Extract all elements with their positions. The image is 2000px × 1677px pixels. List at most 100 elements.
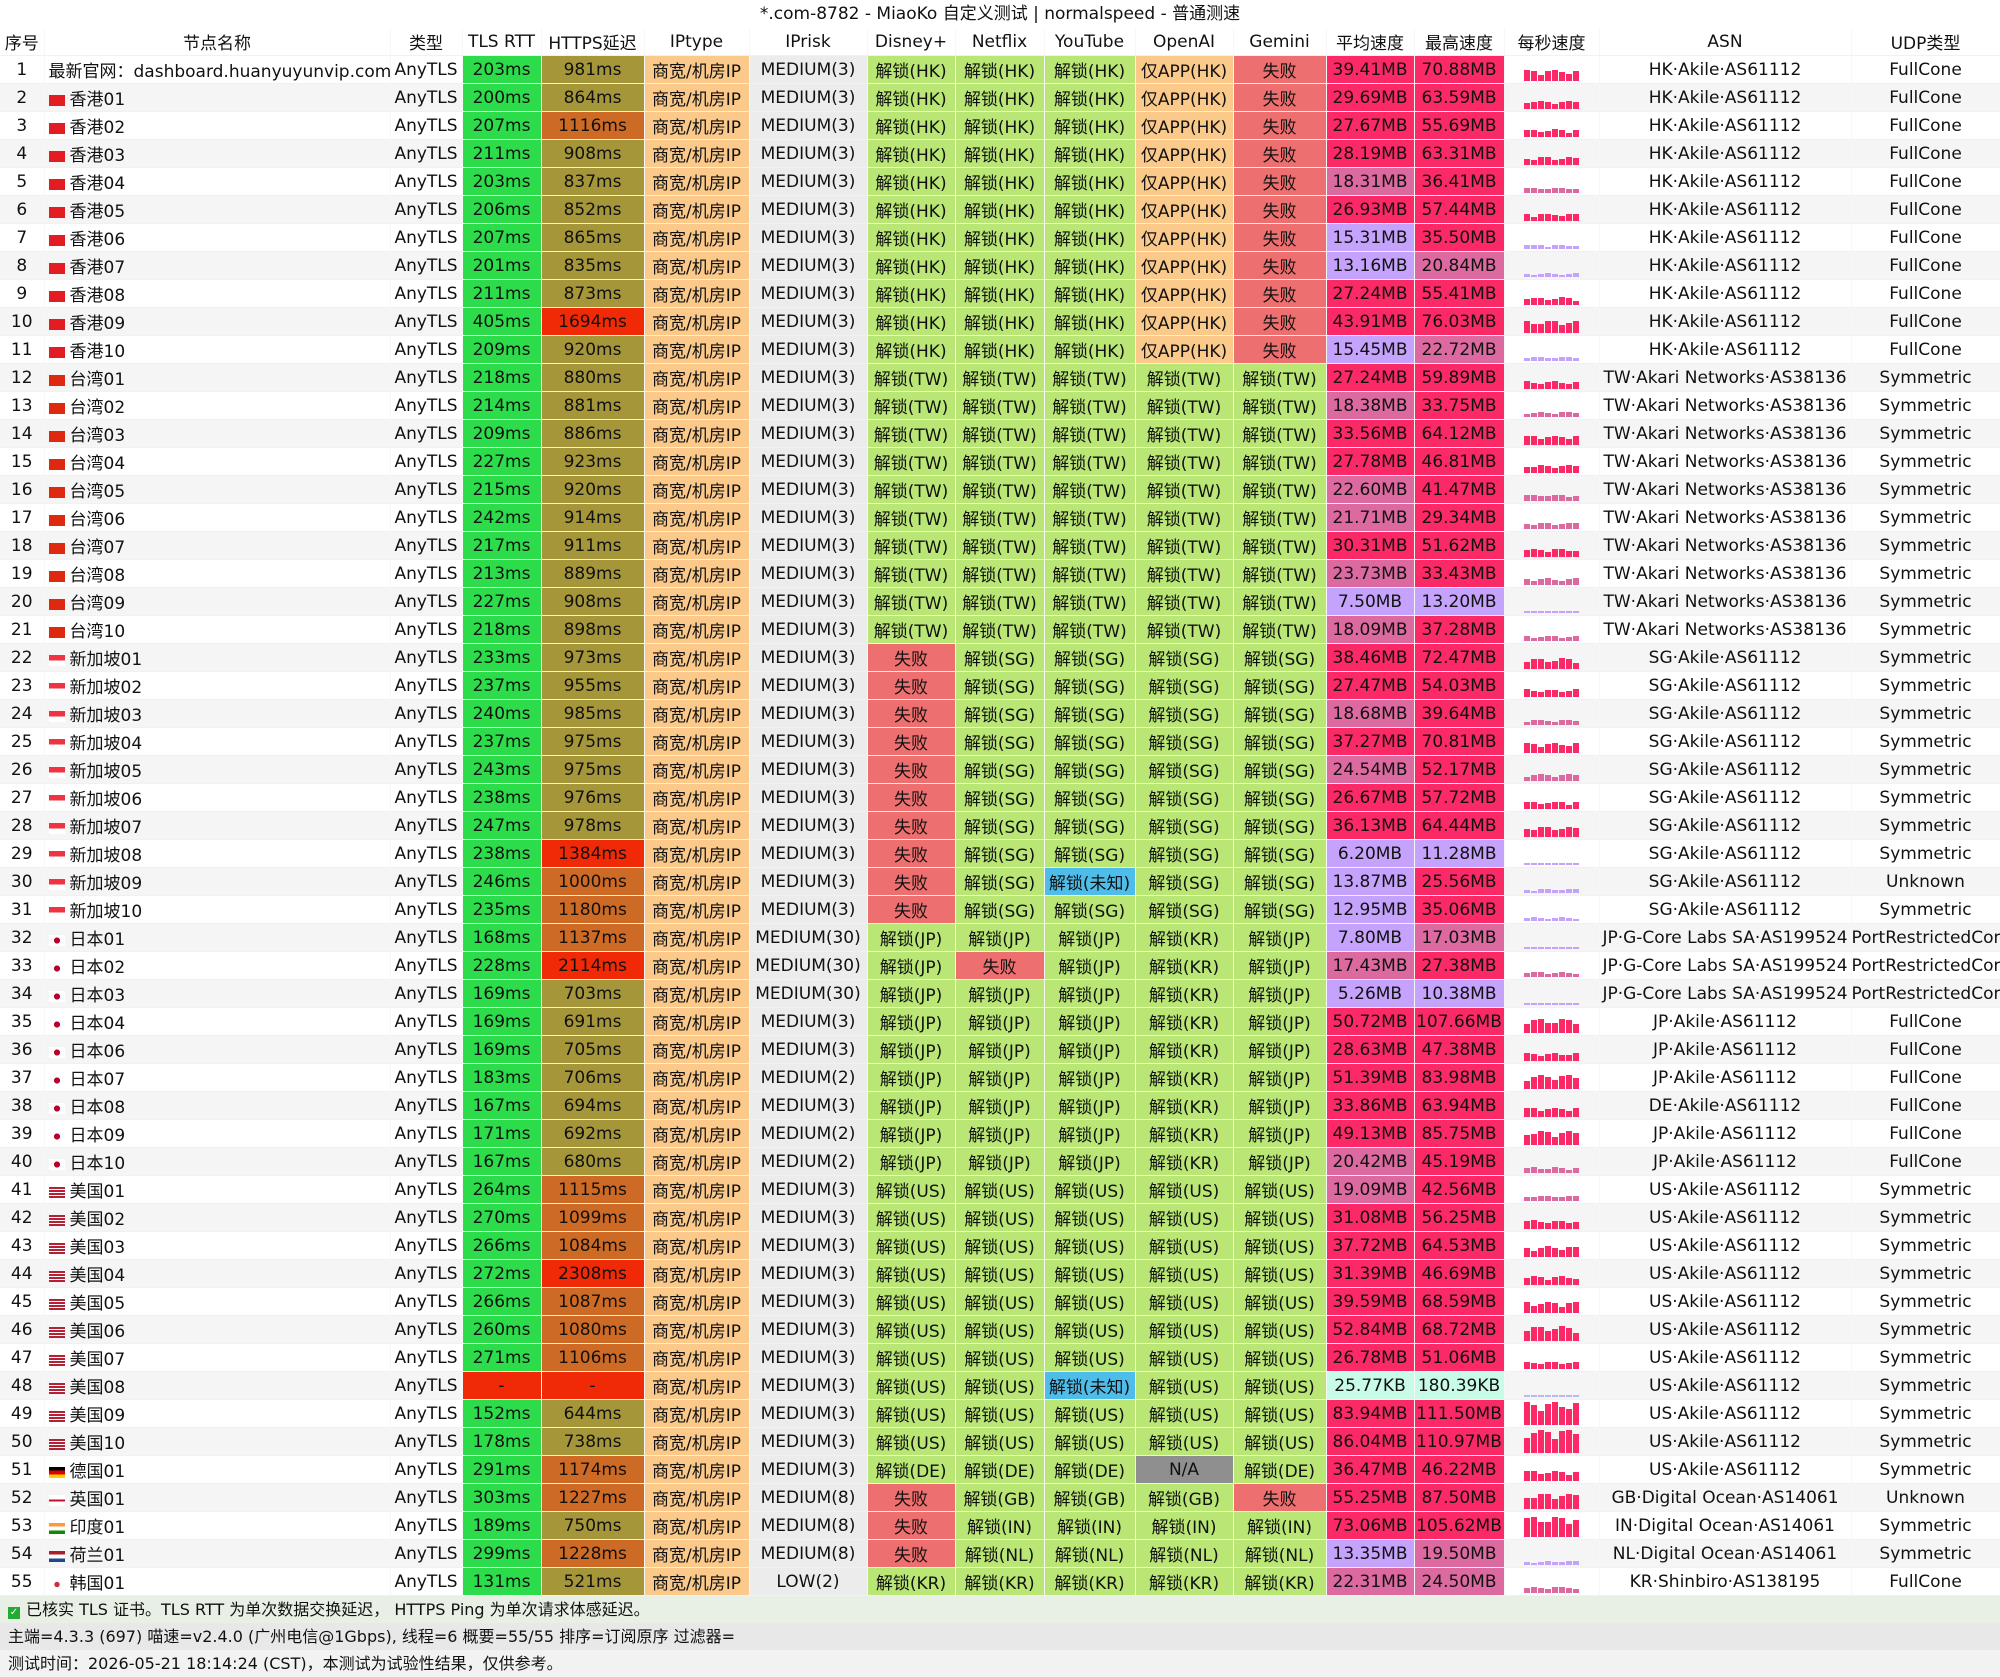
column-header[interactable]: UDP类型 <box>1851 28 2000 56</box>
speed-bar <box>1559 72 1565 81</box>
table-row[interactable]: 36 日本06 AnyTLS 169ms 705ms 商宽/机房IP MEDIUM(3) 解锁… <box>0 1035 2000 1064</box>
table-row[interactable]: 29 新加坡08 AnyTLS 238ms 1384ms 商宽/机房IP MEDIUM(3)… <box>0 839 2000 868</box>
column-header[interactable]: YouTube <box>1044 28 1136 56</box>
cell-netflix: 解锁(SG) <box>955 895 1045 924</box>
table-row[interactable]: 28 新加坡07 AnyTLS 247ms 978ms 商宽/机房IP MEDIUM(3) 失… <box>0 811 2000 840</box>
table-row[interactable]: 51 德国01 AnyTLS 291ms 1174ms 商宽/机房IP MEDIUM(3) 解… <box>0 1455 2000 1484</box>
table-row[interactable]: 44 美国04 AnyTLS 272ms 2308ms 商宽/机房IP MEDIUM(3) 解… <box>0 1259 2000 1288</box>
cell-netflix: 解锁(JP) <box>955 1007 1045 1036</box>
table-row[interactable]: 5 香港04 AnyTLS 203ms 837ms 商宽/机房IP MEDIUM(3) 解锁(… <box>0 167 2000 196</box>
table-row[interactable]: 39 日本09 AnyTLS 171ms 692ms 商宽/机房IP MEDIUM(2) 解锁… <box>0 1119 2000 1148</box>
speed-bar <box>1545 71 1551 81</box>
table-row[interactable]: 41 美国01 AnyTLS 264ms 1115ms 商宽/机房IP MEDIUM(3) 解… <box>0 1175 2000 1204</box>
table-row[interactable]: 32 日本01 AnyTLS 168ms 1137ms 商宽/机房IP MEDIUM(30)… <box>0 923 2000 952</box>
table-row[interactable]: 15 台湾04 AnyTLS 227ms 923ms 商宽/机房IP MEDIUM(3) 解锁… <box>0 447 2000 476</box>
cell-speed-sparkline <box>1504 419 1600 448</box>
speed-bar <box>1552 1137 1558 1145</box>
table-row[interactable]: 50 美国10 AnyTLS 178ms 738ms 商宽/机房IP MEDIUM(3) 解锁… <box>0 1427 2000 1456</box>
table-row[interactable]: 3 香港02 AnyTLS 207ms 1116ms 商宽/机房IP MEDIUM(3) 解锁… <box>0 111 2000 140</box>
table-row[interactable]: 20 台湾09 AnyTLS 227ms 908ms 商宽/机房IP MEDIUM(3) 解锁… <box>0 587 2000 616</box>
table-row[interactable]: 49 美国09 AnyTLS 152ms 644ms 商宽/机房IP MEDIUM(3) 解锁… <box>0 1399 2000 1428</box>
table-row[interactable]: 22 新加坡01 AnyTLS 233ms 973ms 商宽/机房IP MEDIUM(3) 失… <box>0 643 2000 672</box>
table-row[interactable]: 6 香港05 AnyTLS 206ms 852ms 商宽/机房IP MEDIUM(3) 解锁(… <box>0 195 2000 224</box>
column-header[interactable]: TLS RTT <box>462 28 542 56</box>
table-row[interactable]: 17 台湾06 AnyTLS 242ms 914ms 商宽/机房IP MEDIUM(3) 解锁… <box>0 503 2000 532</box>
table-row[interactable]: 34 日本03 AnyTLS 169ms 703ms 商宽/机房IP MEDIUM(30) 解… <box>0 979 2000 1008</box>
table-row[interactable]: 12 台湾01 AnyTLS 218ms 880ms 商宽/机房IP MEDIUM(3) 解锁… <box>0 363 2000 392</box>
check-icon: ✓ <box>8 1607 20 1619</box>
table-row[interactable]: 11 香港10 AnyTLS 209ms 920ms 商宽/机房IP MEDIUM(3) 解锁… <box>0 335 2000 364</box>
column-header[interactable]: HTTPS延迟 <box>541 28 645 56</box>
table-row[interactable]: 46 美国06 AnyTLS 260ms 1080ms 商宽/机房IP MEDIUM(3) 解… <box>0 1315 2000 1344</box>
table-row[interactable]: 19 台湾08 AnyTLS 213ms 889ms 商宽/机房IP MEDIUM(3) 解锁… <box>0 559 2000 588</box>
table-row[interactable]: 48 美国08 AnyTLS - - 商宽/机房IP MEDIUM(3) 解锁(US) 解锁(U… <box>0 1371 2000 1400</box>
cell-tls-rtt: 211ms <box>462 139 542 168</box>
column-header[interactable]: 每秒速度 <box>1504 28 1600 56</box>
cell-speed-sparkline <box>1504 1567 1600 1596</box>
node-name-text: 台湾02 <box>69 398 126 418</box>
table-row[interactable]: 23 新加坡02 AnyTLS 237ms 955ms 商宽/机房IP MEDIUM(3) 失… <box>0 671 2000 700</box>
table-row[interactable]: 35 日本04 AnyTLS 169ms 691ms 商宽/机房IP MEDIUM(3) 解锁… <box>0 1007 2000 1036</box>
speed-bar <box>1545 1589 1551 1593</box>
speed-bar <box>1552 802 1558 809</box>
speed-bar <box>1559 611 1565 613</box>
cell-tls-rtt: 218ms <box>462 615 542 644</box>
table-row[interactable]: 55 韩国01 AnyTLS 131ms 521ms 商宽/机房IP LOW(2) 解锁(KR… <box>0 1567 2000 1596</box>
table-row[interactable]: 43 美国03 AnyTLS 266ms 1084ms 商宽/机房IP MEDIUM(3) 解… <box>0 1231 2000 1260</box>
column-header[interactable]: Netflix <box>955 28 1045 56</box>
table-row[interactable]: 53 印度01 AnyTLS 189ms 750ms 商宽/机房IP MEDIUM(8) 失败… <box>0 1511 2000 1540</box>
cell-gemini: 解锁(JP) <box>1233 1091 1327 1120</box>
table-row[interactable]: 47 美国07 AnyTLS 271ms 1106ms 商宽/机房IP MEDIUM(3) 解… <box>0 1343 2000 1372</box>
table-row[interactable]: 25 新加坡04 AnyTLS 237ms 975ms 商宽/机房IP MEDIUM(3) 失… <box>0 727 2000 756</box>
table-row[interactable]: 31 新加坡10 AnyTLS 235ms 1180ms 商宽/机房IP MEDIUM(3)… <box>0 895 2000 924</box>
column-header[interactable]: OpenAI <box>1135 28 1234 56</box>
table-row[interactable]: 21 台湾10 AnyTLS 218ms 898ms 商宽/机房IP MEDIUM(3) 解锁… <box>0 615 2000 644</box>
column-header[interactable]: 最高速度 <box>1414 28 1505 56</box>
table-row[interactable]: 1 最新官网：dashboard.huanyuyunvip.com AnyTLS 20… <box>0 55 2000 84</box>
table-row[interactable]: 24 新加坡03 AnyTLS 240ms 985ms 商宽/机房IP MEDIUM(3) 失… <box>0 699 2000 728</box>
column-header[interactable]: IPtype <box>644 28 750 56</box>
cell-speed-sparkline <box>1504 1511 1600 1540</box>
table-row[interactable]: 4 香港03 AnyTLS 211ms 908ms 商宽/机房IP MEDIUM(3) 解锁(… <box>0 139 2000 168</box>
table-row[interactable]: 45 美国05 AnyTLS 266ms 1087ms 商宽/机房IP MEDIUM(3) 解… <box>0 1287 2000 1316</box>
table-row[interactable]: 27 新加坡06 AnyTLS 238ms 976ms 商宽/机房IP MEDIUM(3) 失… <box>0 783 2000 812</box>
cell-iprisk: MEDIUM(8) <box>749 1483 868 1512</box>
table-row[interactable]: 2 香港01 AnyTLS 200ms 864ms 商宽/机房IP MEDIUM(3) 解锁(… <box>0 83 2000 112</box>
column-header[interactable]: 类型 <box>390 28 463 56</box>
column-header[interactable]: 平均速度 <box>1326 28 1415 56</box>
table-row[interactable]: 42 美国02 AnyTLS 270ms 1099ms 商宽/机房IP MEDIUM(3) 解… <box>0 1203 2000 1232</box>
column-header[interactable]: Disney+ <box>867 28 956 56</box>
table-row[interactable]: 52 英国01 AnyTLS 303ms 1227ms 商宽/机房IP MEDIUM(8) 失… <box>0 1483 2000 1512</box>
table-row[interactable]: 9 香港08 AnyTLS 211ms 873ms 商宽/机房IP MEDIUM(3) 解锁(… <box>0 279 2000 308</box>
flag-hk-icon <box>48 207 65 218</box>
table-row[interactable]: 33 日本02 AnyTLS 228ms 2114ms 商宽/机房IP MEDIUM(30)… <box>0 951 2000 980</box>
cell-speed-sparkline <box>1504 755 1600 784</box>
cell-tls-rtt: 167ms <box>462 1147 542 1176</box>
table-row[interactable]: 16 台湾05 AnyTLS 215ms 920ms 商宽/机房IP MEDIUM(3) 解锁… <box>0 475 2000 504</box>
table-row[interactable]: 14 台湾03 AnyTLS 209ms 886ms 商宽/机房IP MEDIUM(3) 解锁… <box>0 419 2000 448</box>
table-row[interactable]: 30 新加坡09 AnyTLS 246ms 1000ms 商宽/机房IP MEDIUM(3)… <box>0 867 2000 896</box>
cell-openai: 仅APP(HK) <box>1135 335 1234 364</box>
speed-bar <box>1559 188 1565 193</box>
speed-bar <box>1552 1108 1558 1117</box>
table-row[interactable]: 18 台湾07 AnyTLS 217ms 911ms 商宽/机房IP MEDIUM(3) 解锁… <box>0 531 2000 560</box>
column-header[interactable]: 序号 <box>0 28 45 56</box>
table-row[interactable]: 13 台湾02 AnyTLS 214ms 881ms 商宽/机房IP MEDIUM(3) 解锁… <box>0 391 2000 420</box>
table-row[interactable]: 7 香港06 AnyTLS 207ms 865ms 商宽/机房IP MEDIUM(3) 解锁(… <box>0 223 2000 252</box>
column-header[interactable]: Gemini <box>1233 28 1327 56</box>
table-row[interactable]: 26 新加坡05 AnyTLS 243ms 975ms 商宽/机房IP MEDIUM(3) 失… <box>0 755 2000 784</box>
cell-avg-speed: 30.31MB <box>1326 531 1415 560</box>
cell-speed-sparkline <box>1504 223 1600 252</box>
table-row[interactable]: 10 香港09 AnyTLS 405ms 1694ms 商宽/机房IP MEDIUM(3) 解… <box>0 307 2000 336</box>
table-row[interactable]: 54 荷兰01 AnyTLS 299ms 1228ms 商宽/机房IP MEDIUM(8) 失… <box>0 1539 2000 1568</box>
table-row[interactable]: 37 日本07 AnyTLS 183ms 706ms 商宽/机房IP MEDIUM(2) 解锁… <box>0 1063 2000 1092</box>
cell-https-latency: 975ms <box>541 755 645 784</box>
cell-youtube: 解锁(HK) <box>1044 279 1136 308</box>
table-row[interactable]: 38 日本08 AnyTLS 167ms 694ms 商宽/机房IP MEDIUM(3) 解锁… <box>0 1091 2000 1120</box>
column-header[interactable]: ASN <box>1599 28 1852 56</box>
column-header[interactable]: 节点名称 <box>44 28 391 56</box>
column-header[interactable]: IPrisk <box>749 28 868 56</box>
cell-avg-speed: 7.80MB <box>1326 923 1415 952</box>
table-row[interactable]: 40 日本10 AnyTLS 167ms 680ms 商宽/机房IP MEDIUM(2) 解锁… <box>0 1147 2000 1176</box>
table-row[interactable]: 8 香港07 AnyTLS 201ms 835ms 商宽/机房IP MEDIUM(3) 解锁(… <box>0 251 2000 280</box>
